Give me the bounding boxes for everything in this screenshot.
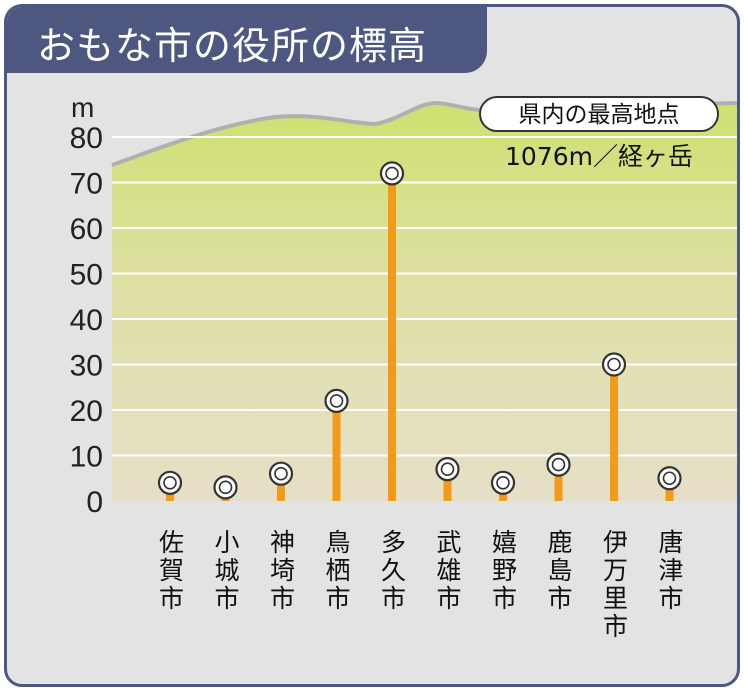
value-marker-inner [163, 475, 177, 490]
grid-lines [112, 136, 737, 457]
value-marker [601, 352, 627, 377]
value-marker [490, 470, 516, 495]
y-tick-label: 0 [86, 486, 103, 519]
title-tab: おもな市の役所の標高 [7, 7, 487, 73]
value-marker-inner [607, 357, 621, 372]
highest-point-label: 県内の最高地点 [519, 102, 680, 128]
value-stem [610, 364, 618, 501]
value-marker-inner [218, 480, 233, 495]
value-marker-inner [385, 166, 399, 181]
category-label: 武雄市 [433, 529, 462, 613]
mountain-silhouette [112, 103, 737, 501]
value-stem [277, 473, 285, 501]
elevation-chart: 0 10 20 30 40 50 60 70 80 m 佐賀市 小城市 神埼市 鳥栖市 多久市 武雄市 嬉野… [70, 92, 737, 641]
chart-title: おもな市の役所の標高 [37, 24, 428, 68]
y-tick-label: 20 [70, 395, 103, 428]
data-point [268, 461, 294, 501]
value-marker-inner [329, 394, 344, 408]
value-marker-inner [662, 471, 677, 486]
value-marker [657, 466, 682, 491]
category-label: 伊万里市 [600, 529, 629, 641]
value-stem [554, 464, 563, 501]
category-label: 多久市 [378, 529, 407, 613]
category-label: 佐賀市 [156, 529, 185, 613]
value-marker [213, 475, 238, 500]
category-label: 鹿島市 [544, 529, 573, 613]
category-label: 小城市 [211, 529, 240, 613]
highest-point-value: 1076m／経ヶ岳 [505, 142, 693, 171]
value-stem [388, 173, 396, 501]
value-marker-inner [274, 466, 288, 481]
y-tick-label: 60 [70, 213, 103, 246]
value-marker [324, 388, 349, 413]
category-label: 鳥栖市 [322, 529, 351, 613]
highest-point-badge [479, 96, 719, 132]
y-tick-label: 80 [70, 122, 103, 155]
data-point [157, 470, 183, 501]
category-label: 唐津市 [655, 529, 684, 613]
y-tick-label: 40 [70, 304, 103, 337]
data-stems [157, 161, 682, 501]
value-marker [268, 461, 294, 486]
value-marker [157, 470, 183, 495]
value-marker-inner [496, 475, 510, 490]
x-axis-categories: 佐賀市 小城市 神埼市 鳥栖市 多久市 武雄市 嬉野市 鹿島市 伊万里市 唐津市 [156, 529, 685, 641]
value-stem [332, 400, 341, 501]
value-stem [443, 469, 452, 501]
data-point [379, 161, 405, 501]
value-marker-inner [551, 457, 566, 472]
data-point [490, 470, 516, 501]
category-label: 嬉野市 [489, 529, 518, 613]
value-marker [435, 457, 460, 482]
category-label: 神埼市 [267, 529, 296, 613]
chart-frame: 0 10 20 30 40 50 60 70 80 m 佐賀市 小城市 神埼市 鳥栖市 多久市 武雄市 嬉野… [4, 4, 740, 687]
data-point [213, 475, 238, 501]
data-point [435, 457, 460, 501]
mountain-ridge-line [111, 100, 737, 167]
value-marker [546, 452, 571, 477]
value-marker-inner [440, 462, 455, 476]
y-axis-unit: m [71, 92, 94, 123]
data-point [657, 466, 682, 501]
y-axis-ticks: 0 10 20 30 40 50 60 70 80 [70, 122, 103, 519]
data-point [546, 452, 571, 501]
value-marker [379, 161, 405, 186]
y-tick-label: 50 [70, 259, 103, 292]
y-tick-label: 70 [70, 168, 103, 201]
data-point [601, 352, 627, 501]
y-tick-label: 30 [70, 350, 103, 383]
y-tick-label: 10 [70, 441, 103, 474]
data-point [324, 388, 349, 501]
